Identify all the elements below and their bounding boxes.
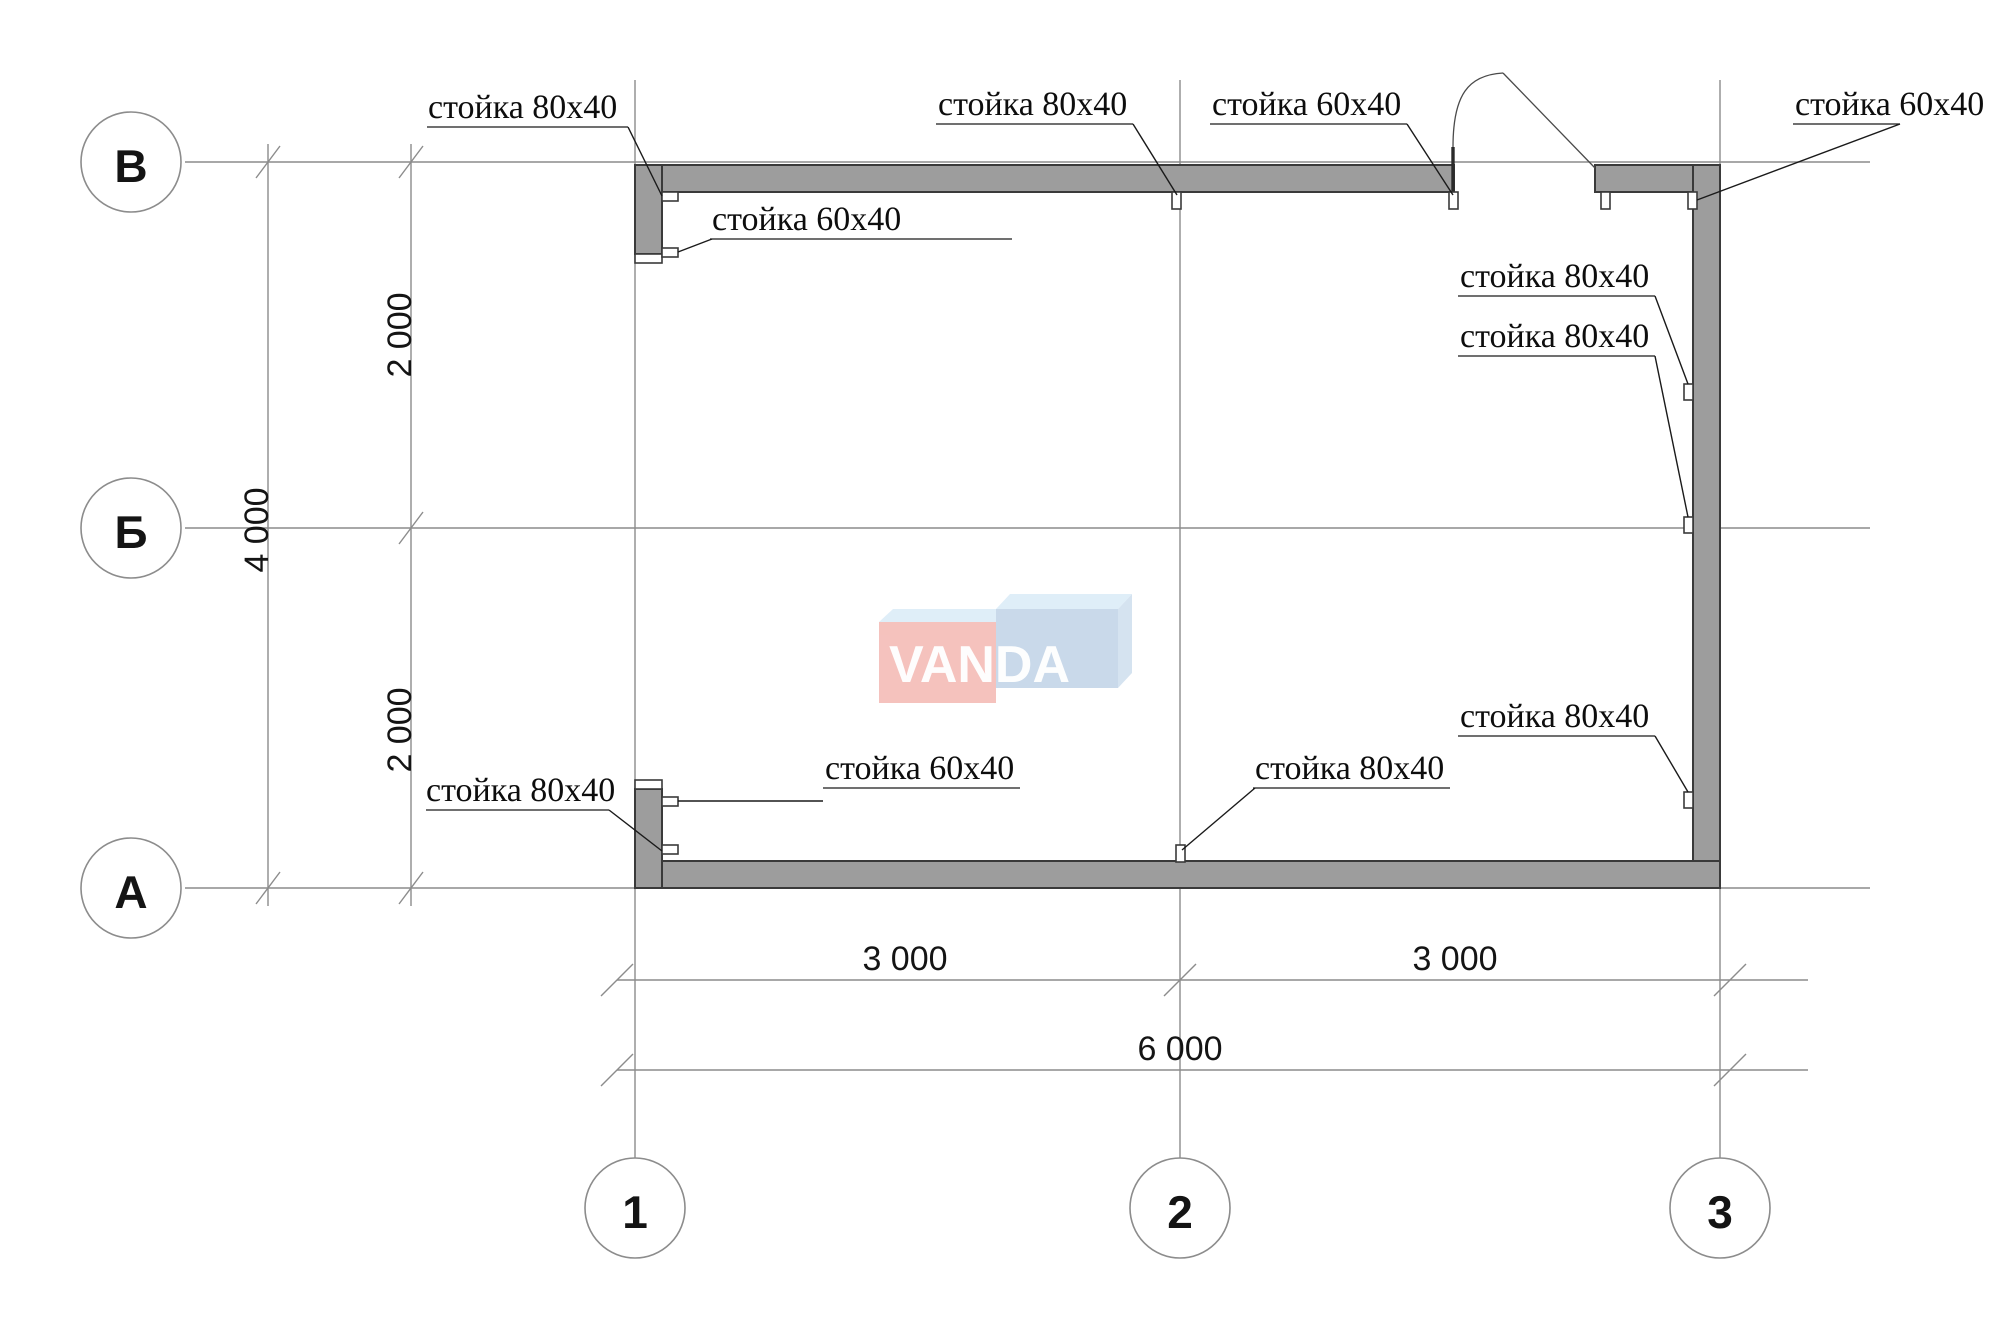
svg-text:стойка 80х40: стойка 80х40	[1460, 318, 1649, 355]
svg-text:4 000: 4 000	[238, 487, 276, 572]
svg-text:2 000: 2 000	[381, 687, 419, 772]
svg-text:стойка 60х40: стойка 60х40	[712, 201, 901, 238]
svg-text:2: 2	[1167, 1186, 1193, 1238]
svg-text:3 000: 3 000	[862, 940, 947, 978]
svg-text:стойка 60х40: стойка 60х40	[1795, 86, 1984, 123]
svg-text:3: 3	[1707, 1186, 1733, 1238]
svg-text:А: А	[114, 866, 147, 918]
svg-text:стойка 60х40: стойка 60х40	[825, 750, 1014, 787]
svg-text:3 000: 3 000	[1412, 940, 1497, 978]
svg-text:стойка 80х40: стойка 80х40	[938, 86, 1127, 123]
svg-text:1: 1	[622, 1186, 648, 1238]
svg-text:стойка 80х40: стойка 80х40	[428, 89, 617, 126]
svg-text:стойка 80х40: стойка 80х40	[426, 772, 615, 809]
svg-text:Б: Б	[114, 506, 147, 558]
svg-text:стойка 80х40: стойка 80х40	[1460, 698, 1649, 735]
svg-text:VANDA: VANDA	[889, 636, 1070, 694]
svg-text:В: В	[114, 140, 147, 192]
svg-text:стойка 60х40: стойка 60х40	[1212, 86, 1401, 123]
svg-text:2 000: 2 000	[381, 292, 419, 377]
svg-text:6 000: 6 000	[1137, 1030, 1222, 1068]
svg-text:стойка 80х40: стойка 80х40	[1460, 258, 1649, 295]
svg-text:стойка 80х40: стойка 80х40	[1255, 750, 1444, 787]
